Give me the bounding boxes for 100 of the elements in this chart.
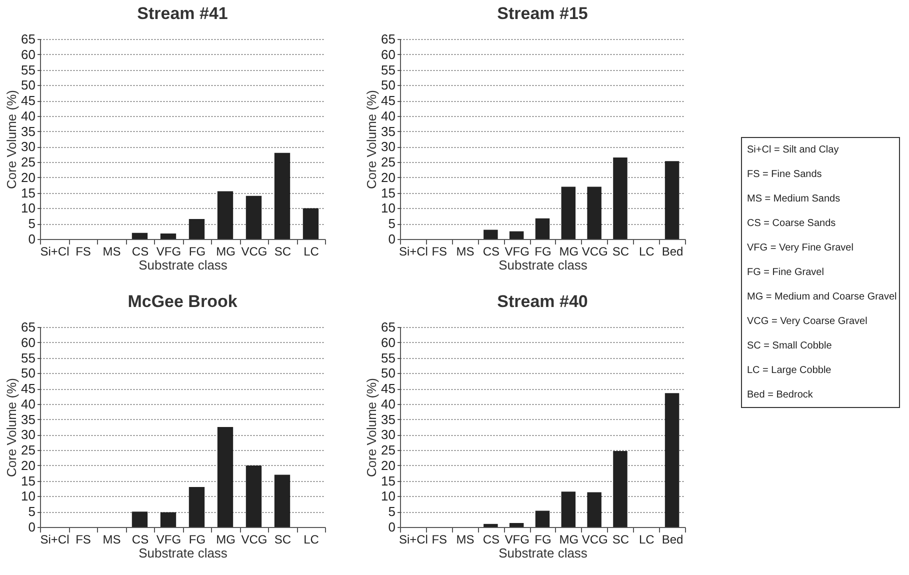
y-tick-label: 40 [21,108,36,124]
y-tick-label: 30 [21,427,36,442]
x-tick-label: Bed [662,244,684,258]
x-tick-label: LC [638,244,655,258]
bar [613,451,628,527]
x-tick-label: CS [132,532,149,546]
text: FS = Fine Sands [747,168,822,180]
bar [561,492,576,527]
y-tick-label: 35 [381,124,396,139]
y-tick-label: 10 [381,488,396,504]
bar [132,512,148,527]
bar [561,186,576,239]
y-tick-label: 35 [381,412,396,427]
x-tick-label: Si+Cl [398,532,428,546]
y-tick-label: 55 [381,62,396,78]
y-tick-label: 45 [21,93,36,108]
bar [274,152,290,239]
y-axis-title: Core Volume (%) [4,90,20,189]
y-tick-label: 50 [381,78,396,93]
x-axis-title: Substrate class [138,258,228,272]
x-tick-label: SC [612,532,630,546]
x-tick-label: SC [274,532,292,546]
x-tick-label: CS [482,244,500,258]
chart-title: Stream #41 [137,4,228,23]
x-tick-label: MS [456,532,474,546]
bar [160,512,176,527]
y-tick-label: 30 [21,139,36,154]
x-tick-label: LC [638,532,655,546]
x-tick-label: MG [216,532,236,546]
text: LC = Large Cobble [747,365,832,376]
y-axis-title: Core Volume (%) [364,90,380,189]
bar [217,191,234,239]
x-tick-label: Bed [662,532,684,546]
x-tick-label: MS [456,244,474,258]
y-tick-label: 15 [381,473,396,488]
y-tick-label: 20 [21,458,36,473]
bar [132,232,148,239]
bar [188,487,205,527]
x-tick-label: FS [432,532,448,546]
y-tick-label: 10 [21,200,36,216]
text: MG = Medium and Coarse Gravel [747,292,897,303]
x-tick-label: VFG [156,532,182,546]
text: VFG = Very Fine Gravel [747,242,854,254]
y-tick-label: 45 [381,381,396,396]
y-tick-label: 15 [21,473,36,488]
x-tick-label: FG [534,532,552,546]
x-tick-label: MG [559,244,579,258]
bar [535,510,550,527]
x-tick-label: LC [304,532,320,546]
y-tick-label: 45 [381,93,396,108]
text: Si+Cl = Silt and Clay [747,144,839,156]
x-tick-label: SC [274,244,292,258]
y-tick-label: 5 [388,504,396,520]
x-tick-label: VFG [156,244,182,258]
x-tick-label: MG [216,244,236,258]
y-tick-label: 0 [388,232,396,246]
text: Bed = Bedrock [747,390,814,401]
bar [160,233,176,239]
y-tick-label: 10 [21,488,36,504]
x-tick-label: FG [188,532,206,546]
y-tick-label: 25 [381,442,396,458]
y-tick-label: 60 [21,334,36,350]
y-tick-label: 50 [381,366,396,381]
x-tick-label: FG [534,244,552,258]
y-tick-label: 5 [28,216,36,232]
x-tick-label: VFG [504,244,530,258]
text: MS = Medium Sands [747,193,840,204]
y-tick-label: 0 [28,232,36,246]
x-tick-label: MG [559,532,579,546]
y-tick-label: 50 [21,78,36,93]
x-tick-label: Si+Cl [398,244,428,258]
bar [246,465,262,527]
chart-title: Stream #40 [497,292,588,311]
text: FG = Fine Gravel [747,267,824,278]
y-tick-label: 25 [21,154,36,170]
x-tick-label: VCG [241,244,268,258]
x-tick-label: FS [76,244,91,258]
x-tick-label: FS [76,532,91,546]
bar [535,218,550,239]
x-axis-title: Substrate class [498,546,588,560]
bar [188,219,205,239]
y-tick-label: 35 [21,412,36,427]
y-tick-label: 5 [28,504,36,520]
x-tick-label: MS [102,244,121,258]
x-tick-label: CS [132,244,149,258]
y-tick-label: 45 [21,381,36,396]
x-tick-label: MS [102,532,121,546]
y-tick-label: 5 [388,216,396,232]
y-tick-label: 10 [381,200,396,216]
y-tick-label: 50 [21,366,36,381]
bar [274,474,290,527]
y-tick-label: 55 [381,350,396,366]
y-tick-label: 20 [21,170,36,185]
y-tick-label: 65 [381,32,396,46]
x-tick-label: VCG [241,532,268,546]
y-tick-label: 25 [21,442,36,458]
x-tick-label: SC [612,244,630,258]
text: VCG = Very Coarse Gravel [747,316,868,328]
y-tick-label: 60 [381,46,396,62]
x-axis-title: Substrate class [498,258,588,272]
